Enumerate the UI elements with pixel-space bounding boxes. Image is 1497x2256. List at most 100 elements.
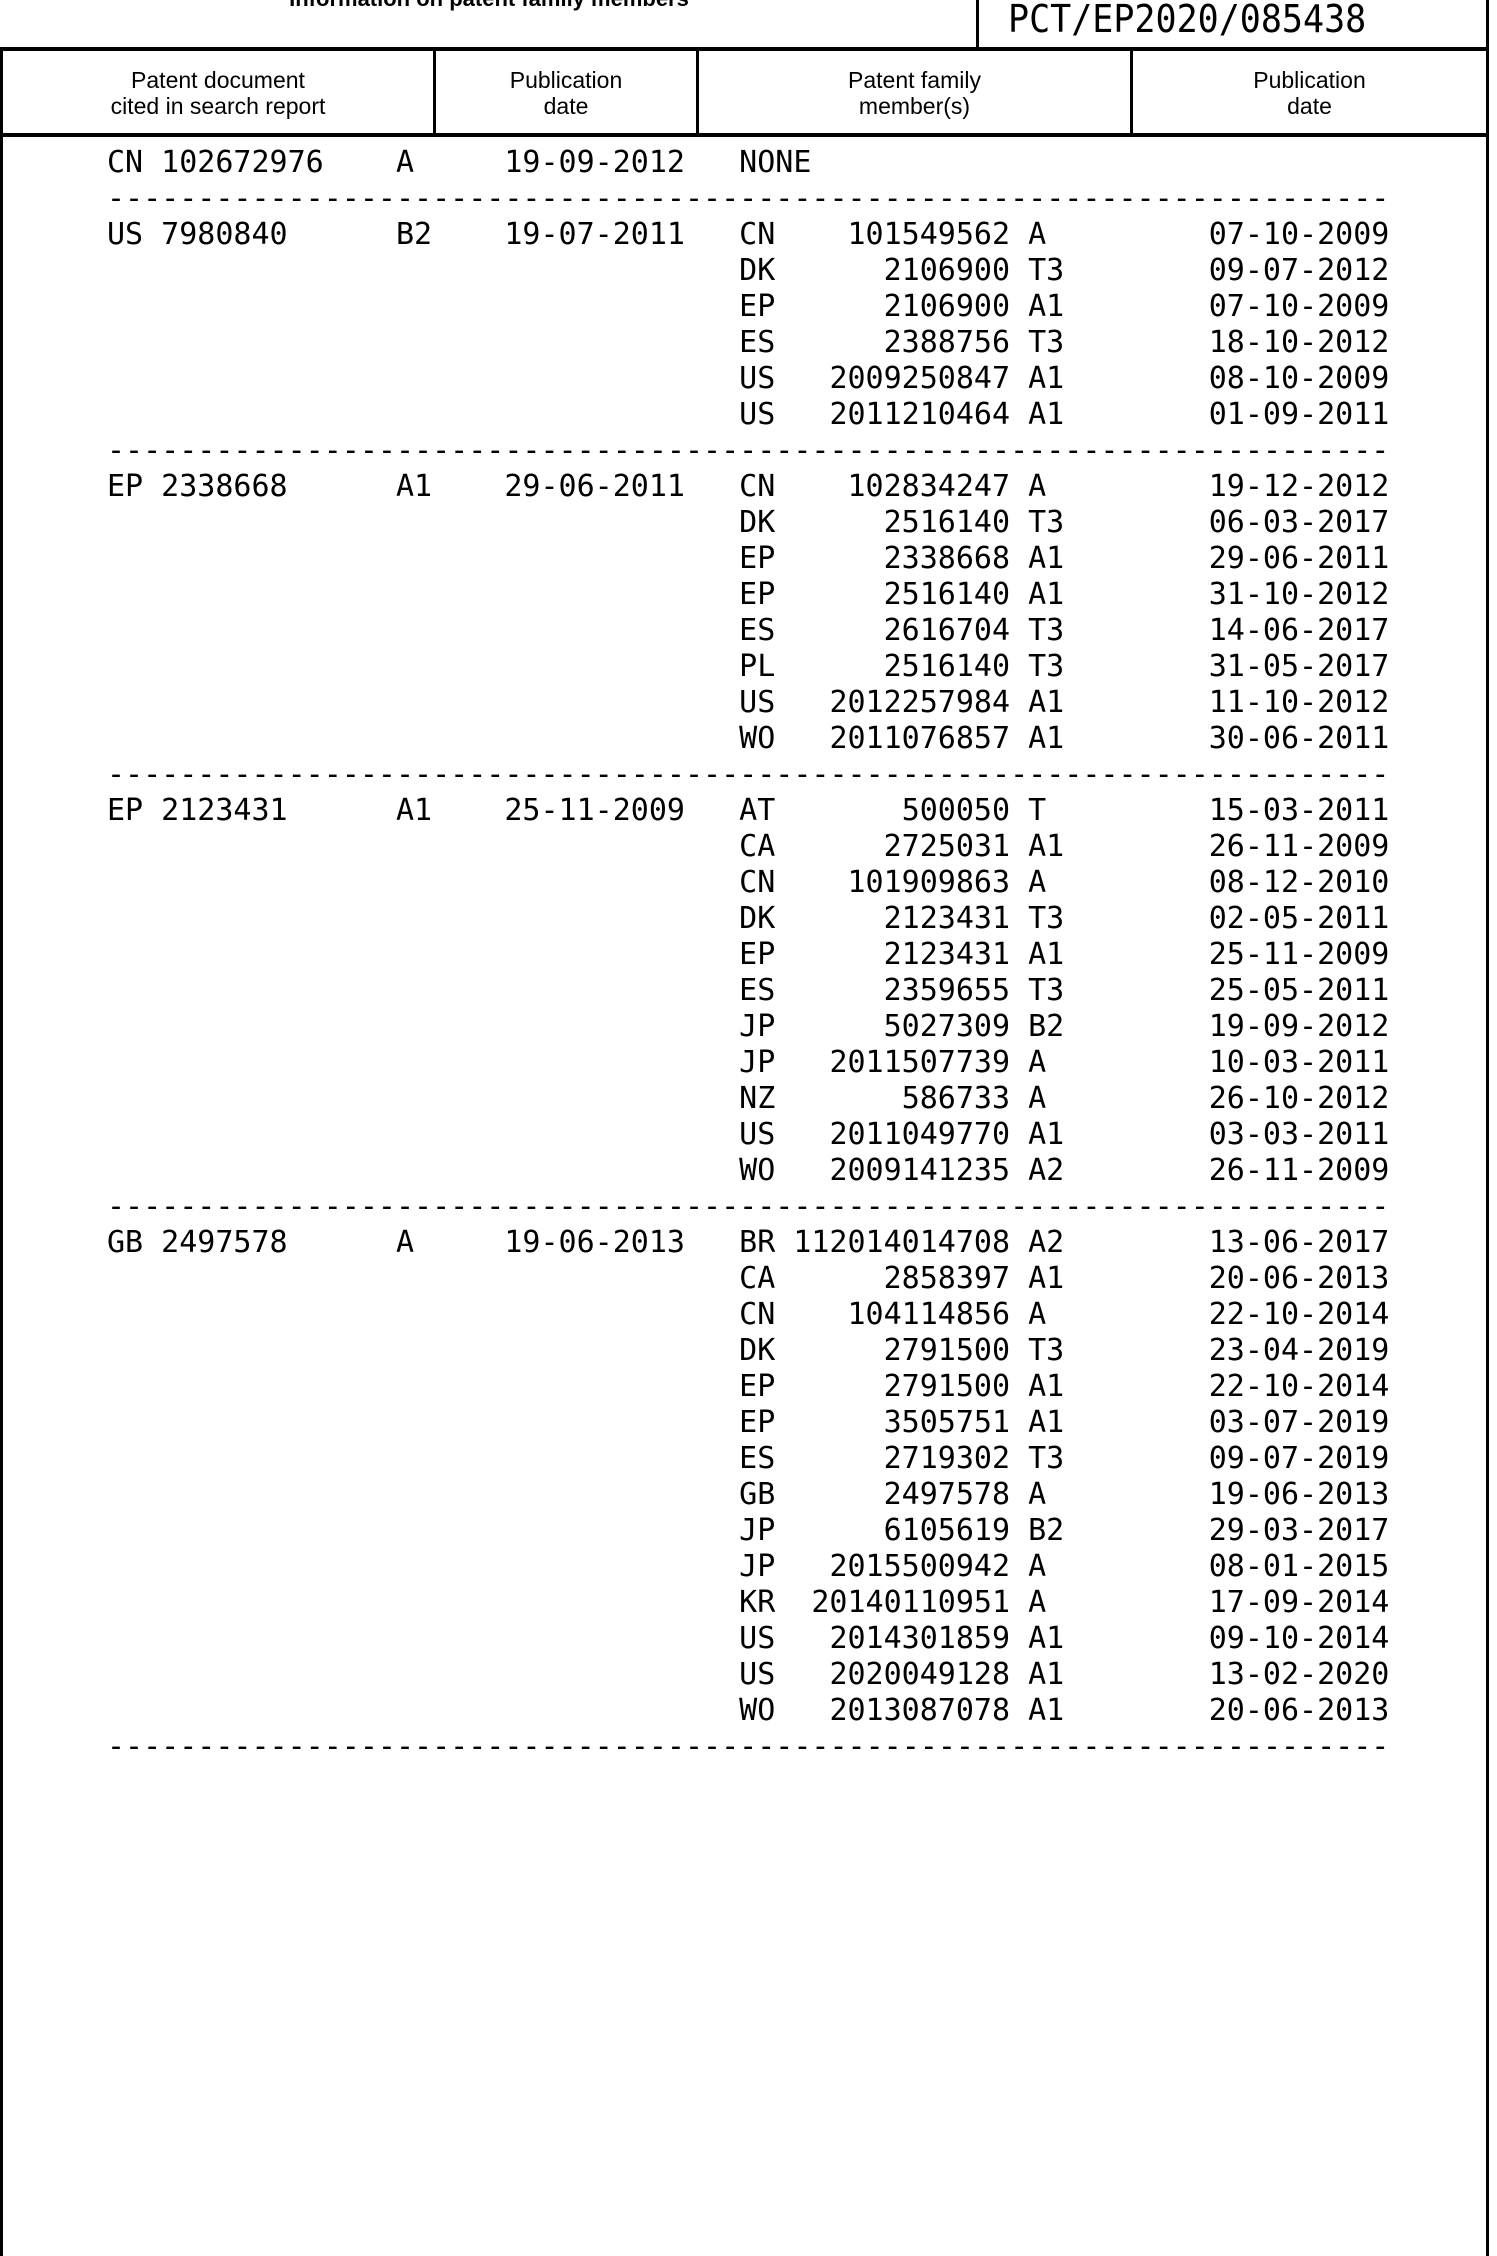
member-number: 2012257984 — [829, 685, 1011, 720]
section-title: Information on patent family members — [0, 0, 978, 12]
member-number: 101549562 — [847, 217, 1011, 252]
cited-document: EP 2338668 — [107, 469, 288, 504]
dashed-separator: ----------------------------------------… — [107, 1189, 1390, 1224]
member-kind: A1 — [1028, 1693, 1065, 1728]
member-kind: A1 — [1028, 1117, 1065, 1152]
member-country: US — [739, 1657, 776, 1692]
member-kind: T3 — [1028, 649, 1065, 684]
cited-document: EP 2123431 — [107, 793, 288, 828]
header-line: date — [543, 93, 589, 119]
member-number: 102834247 — [847, 469, 1011, 504]
member-number: 2009250847 — [829, 361, 1011, 396]
member-date: 07-10-2009 — [1208, 217, 1390, 252]
member-number: 2791500 — [883, 1333, 1011, 1368]
cited-kind: A — [395, 1225, 415, 1260]
member-number: 2616704 — [883, 613, 1011, 648]
column-header-family-date: Publication date — [1133, 58, 1486, 128]
member-kind: A1 — [1028, 1657, 1065, 1692]
member-kind: T3 — [1028, 505, 1065, 540]
member-date: 31-10-2012 — [1208, 577, 1390, 612]
cited-kind: A — [395, 145, 415, 180]
member-number: 3505751 — [883, 1405, 1011, 1440]
member-kind: A1 — [1028, 577, 1065, 612]
member-kind: A — [1028, 217, 1047, 252]
member-country: EP — [739, 1405, 776, 1440]
cited-document: US 7980840 — [107, 217, 288, 252]
member-kind: A — [1028, 1081, 1047, 1116]
cited-kind: A1 — [395, 793, 433, 828]
member-date: 17-09-2014 — [1208, 1585, 1390, 1620]
member-country: JP — [739, 1513, 776, 1548]
member-date: 01-09-2011 — [1208, 397, 1390, 432]
member-number: 2015500942 — [829, 1549, 1011, 1584]
border-left — [0, 49, 3, 2256]
member-date: 13-02-2020 — [1208, 1657, 1390, 1692]
member-date: 06-03-2017 — [1208, 505, 1390, 540]
header-line: Publication — [509, 67, 623, 93]
member-number: 2106900 — [883, 289, 1011, 324]
member-date: 02-05-2011 — [1208, 901, 1390, 936]
member-date: 19-06-2013 — [1208, 1477, 1390, 1512]
member-number: 2011507739 — [829, 1045, 1011, 1080]
member-date: 22-10-2014 — [1208, 1297, 1390, 1332]
member-number: 2013087078 — [829, 1693, 1011, 1728]
member-date: 29-06-2011 — [1208, 541, 1390, 576]
member-kind: A — [1028, 1297, 1047, 1332]
member-country: EP — [739, 1369, 776, 1404]
member-number: 6105619 — [883, 1513, 1011, 1548]
header-line: Publication — [1253, 67, 1366, 93]
member-country: DK — [739, 505, 776, 540]
member-kind: T3 — [1028, 613, 1065, 648]
member-kind: T — [1028, 793, 1047, 828]
header-line: Patent family — [848, 67, 981, 93]
member-date: 09-07-2019 — [1208, 1441, 1390, 1476]
member-country: JP — [739, 1549, 776, 1584]
member-kind: T3 — [1028, 253, 1065, 288]
member-date: 08-01-2015 — [1208, 1549, 1390, 1584]
member-number: 101909863 — [847, 865, 1011, 900]
member-kind: A1 — [1028, 937, 1065, 972]
member-kind: A2 — [1028, 1225, 1065, 1260]
cited-date: 19-06-2013 — [504, 1225, 685, 1260]
member-country: US — [739, 1621, 776, 1656]
member-kind: A1 — [1028, 361, 1065, 396]
member-date: 14-06-2017 — [1208, 613, 1390, 648]
member-number: 2858397 — [883, 1261, 1011, 1296]
member-kind: A — [1028, 1549, 1047, 1584]
dashed-separator: ----------------------------------------… — [107, 757, 1390, 792]
member-number: 2497578 — [883, 1477, 1011, 1512]
member-number: 2011049770 — [829, 1117, 1011, 1152]
member-country: DK — [739, 1333, 776, 1368]
member-country: CN — [739, 469, 776, 504]
cited-document: GB 2497578 — [107, 1225, 288, 1260]
member-country: DK — [739, 901, 776, 936]
member-date: 08-10-2009 — [1208, 361, 1390, 396]
column-header-patent-document: Patent document cited in search report — [3, 58, 433, 128]
member-number: 2009141235 — [829, 1153, 1011, 1188]
member-number: 2791500 — [883, 1369, 1011, 1404]
member-number: 2338668 — [883, 541, 1011, 576]
member-date: 20-06-2013 — [1208, 1261, 1390, 1296]
rule-top — [0, 47, 1489, 51]
member-kind: A1 — [1028, 1369, 1065, 1404]
dashed-separator: ----------------------------------------… — [107, 433, 1390, 468]
member-kind: A1 — [1028, 1621, 1065, 1656]
member-country: ES — [739, 973, 776, 1008]
member-kind: A — [1028, 1045, 1047, 1080]
member-number: 2516140 — [883, 649, 1011, 684]
application-number: PCT/EP2020/085438 — [1008, 0, 1367, 42]
member-country: JP — [739, 1045, 776, 1080]
header-line: cited in search report — [110, 93, 326, 119]
col-divider-2 — [696, 49, 699, 135]
member-date: 19-12-2012 — [1208, 469, 1390, 504]
member-number: 112014014708 — [793, 1225, 1011, 1260]
member-kind: A1 — [1028, 685, 1065, 720]
dashed-separator: ----------------------------------------… — [107, 1729, 1390, 1764]
member-date: 31-05-2017 — [1208, 649, 1390, 684]
no-family-members: NONE — [739, 145, 812, 180]
member-date: 10-03-2011 — [1208, 1045, 1390, 1080]
member-kind: T3 — [1028, 1333, 1065, 1368]
member-country: WO — [739, 721, 776, 756]
member-country: WO — [739, 1693, 776, 1728]
member-number: 2123431 — [883, 901, 1011, 936]
